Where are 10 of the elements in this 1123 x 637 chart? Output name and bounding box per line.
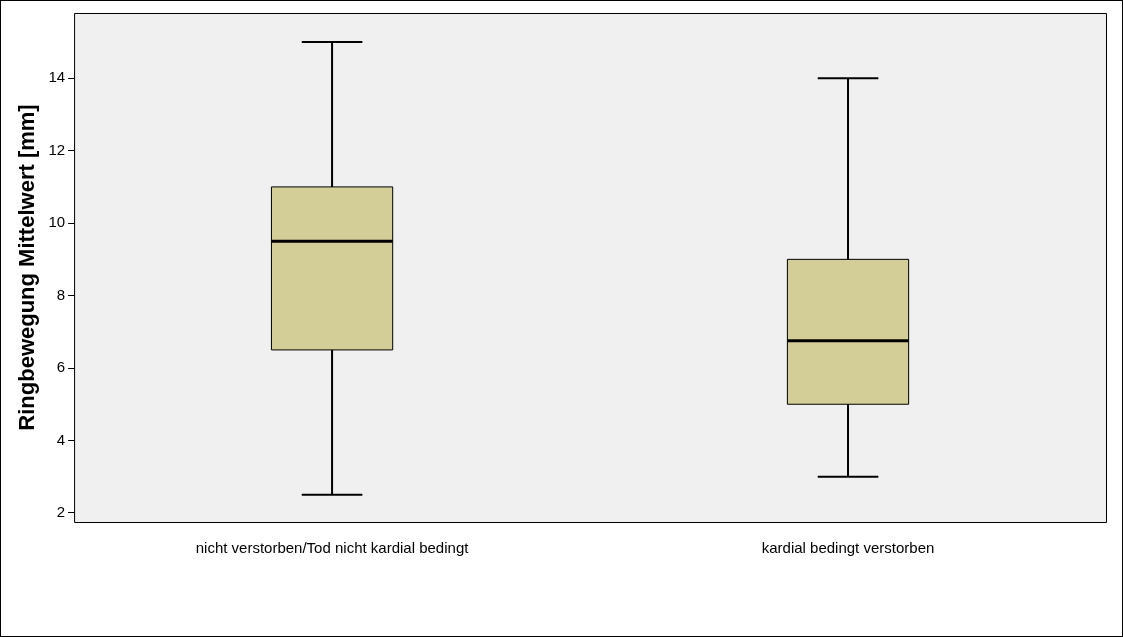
y-axis-title: Ringbewegung Mittelwert [mm] bbox=[14, 104, 40, 431]
y-tick-label: 4 bbox=[56, 430, 66, 448]
y-tick-label: 12 bbox=[48, 140, 66, 158]
y-tick-label: 10 bbox=[48, 213, 66, 231]
y-tick-label: 2 bbox=[56, 503, 66, 521]
y-tick-label: 8 bbox=[56, 285, 66, 303]
x-tick-label: nicht verstorben/Tod nicht kardial bedingt bbox=[195, 539, 470, 557]
x-tick-label: kardial bedingt verstorben bbox=[761, 539, 935, 557]
y-tick-label: 14 bbox=[48, 68, 66, 86]
y-tick-label: 6 bbox=[56, 358, 66, 376]
